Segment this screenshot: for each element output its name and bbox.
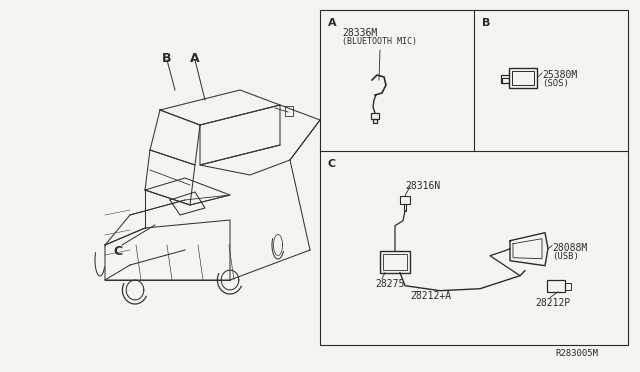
- Text: (SOS): (SOS): [542, 79, 569, 88]
- Bar: [371, 113, 379, 119]
- Bar: [547, 280, 565, 292]
- Bar: [509, 68, 537, 88]
- Text: 28088M: 28088M: [552, 243, 588, 253]
- Text: (USB): (USB): [552, 252, 579, 261]
- Text: A: A: [328, 18, 337, 28]
- Text: 25380M: 25380M: [542, 70, 577, 80]
- Text: C: C: [328, 159, 336, 169]
- Bar: [502, 78, 509, 83]
- Text: 28336M: 28336M: [342, 28, 377, 38]
- Text: B: B: [482, 18, 490, 28]
- Text: 28212P: 28212P: [535, 298, 570, 308]
- Text: (BLUETOOTH MIC): (BLUETOOTH MIC): [342, 37, 417, 46]
- Bar: [383, 254, 407, 270]
- Text: B: B: [163, 52, 172, 65]
- Bar: [400, 196, 410, 204]
- Text: 28316N: 28316N: [405, 181, 440, 191]
- Text: C: C: [113, 245, 123, 258]
- Text: 28275: 28275: [375, 279, 404, 289]
- Bar: [320, 10, 628, 345]
- Text: 28212+A: 28212+A: [410, 291, 451, 301]
- Bar: [380, 251, 410, 273]
- Text: A: A: [190, 52, 200, 65]
- Bar: [373, 119, 377, 123]
- Bar: [285, 106, 293, 116]
- Text: R283005M: R283005M: [555, 349, 598, 358]
- Bar: [512, 71, 534, 85]
- Bar: [565, 283, 571, 290]
